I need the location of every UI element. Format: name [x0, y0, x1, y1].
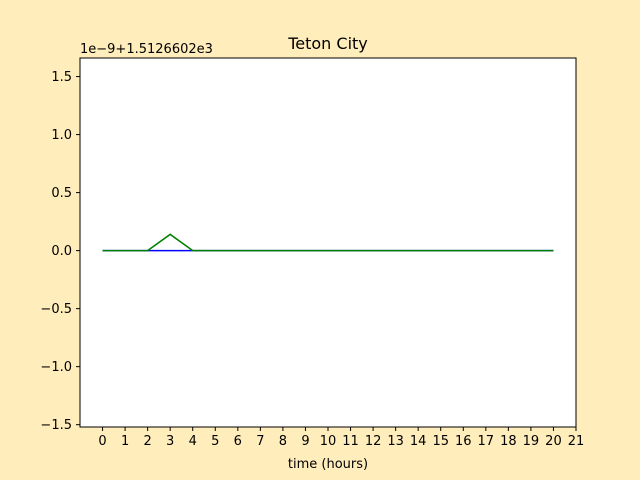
- x-tick-label: 1: [121, 434, 129, 449]
- y-tick-label: −0.5: [40, 302, 72, 317]
- plot-area: [80, 58, 576, 427]
- x-tick-label: 19: [523, 434, 540, 449]
- x-tick-label: 6: [234, 434, 242, 449]
- x-tick-label: 9: [301, 434, 309, 449]
- y-axis-offset-label: 1e−9+1.5126602e3: [80, 42, 213, 57]
- y-tick-label: −1.5: [40, 418, 72, 433]
- chart-title: Teton City: [287, 34, 368, 53]
- x-tick-label: 0: [98, 434, 106, 449]
- x-tick-label: 7: [256, 434, 264, 449]
- x-tick-label: 8: [279, 434, 287, 449]
- x-tick-label: 17: [478, 434, 495, 449]
- y-tick-label: 1.0: [51, 128, 72, 143]
- y-axis: −1.5 −1.0 −0.5 0.0 0.5 1.0 1.5: [40, 70, 80, 433]
- x-tick-label: 21: [568, 434, 585, 449]
- y-tick-label: −1.0: [40, 360, 72, 375]
- x-tick-label: 2: [143, 434, 151, 449]
- x-tick-label: 15: [432, 434, 449, 449]
- x-tick-label: 20: [545, 434, 562, 449]
- x-tick-label: 5: [211, 434, 219, 449]
- x-tick-label: 14: [410, 434, 427, 449]
- y-tick-label: 1.5: [51, 70, 72, 85]
- x-tick-label: 18: [500, 434, 517, 449]
- x-tick-label: 4: [189, 434, 197, 449]
- x-tick-label: 3: [166, 434, 174, 449]
- y-tick-label: 0.5: [51, 186, 72, 201]
- y-tick-label: 0.0: [51, 244, 72, 259]
- x-tick-label: 16: [455, 434, 472, 449]
- x-axis: 0 1 2 3 4 5 6 7 8 9 10 11 12 13 14 15 16 17 18 19 20 21: [98, 427, 584, 449]
- x-axis-label: time (hours): [288, 457, 368, 472]
- series-line-2: [102, 233, 554, 252]
- x-tick-label: 12: [365, 434, 382, 449]
- x-tick-label: 13: [387, 434, 404, 449]
- series-layer: [102, 233, 554, 252]
- x-tick-label: 10: [320, 434, 337, 449]
- x-tick-label: 11: [342, 434, 359, 449]
